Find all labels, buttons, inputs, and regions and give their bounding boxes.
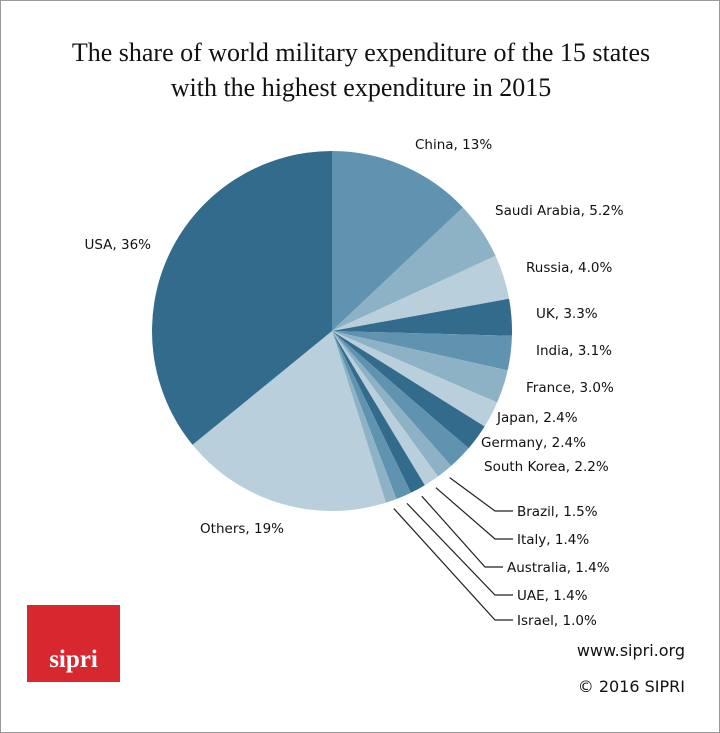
label-australia: Australia, 1.4% bbox=[507, 560, 610, 576]
title-line-1: The share of world military expenditure … bbox=[71, 38, 651, 67]
title-line-2: with the highest expenditure in 2015 bbox=[170, 73, 552, 102]
sipri-logo: sipri bbox=[27, 605, 120, 682]
leader-line-australia bbox=[421, 495, 503, 568]
chart-title: The share of world military expenditure … bbox=[1, 35, 719, 105]
copyright: © 2016 SIPRI bbox=[577, 677, 685, 696]
label-india: India, 3.1% bbox=[536, 343, 612, 359]
slice-france bbox=[332, 331, 508, 403]
leader-line-uae bbox=[406, 502, 513, 596]
leader-line-italy bbox=[435, 487, 513, 540]
slice-japan bbox=[332, 331, 498, 427]
slice-india bbox=[332, 331, 512, 371]
label-germany: Germany, 2.4% bbox=[481, 435, 586, 451]
slice-italy bbox=[332, 331, 438, 486]
slice-saudi-arabia bbox=[332, 207, 496, 331]
label-others: Others, 19% bbox=[200, 521, 284, 537]
slice-israel bbox=[332, 331, 397, 503]
slice-australia bbox=[332, 331, 425, 493]
label-uk: UK, 3.3% bbox=[536, 306, 598, 322]
slice-china bbox=[332, 151, 463, 331]
label-russia: Russia, 4.0% bbox=[526, 260, 612, 276]
label-saudi-arabia: Saudi Arabia, 5.2% bbox=[495, 203, 624, 219]
slice-brazil bbox=[332, 331, 452, 477]
leader-line-israel bbox=[393, 508, 513, 621]
slice-uae bbox=[332, 331, 411, 500]
logo-text: sipri bbox=[49, 646, 98, 673]
label-brazil: Brazil, 1.5% bbox=[517, 504, 598, 520]
label-usa: USA, 36% bbox=[84, 237, 151, 253]
label-uae: UAE, 1.4% bbox=[517, 588, 588, 604]
slice-russia bbox=[332, 255, 510, 331]
slice-uk bbox=[332, 298, 512, 336]
label-china: China, 13% bbox=[415, 137, 492, 153]
label-israel: Israel, 1.0% bbox=[517, 613, 597, 629]
slice-south-korea bbox=[332, 331, 469, 466]
slice-germany bbox=[332, 331, 485, 449]
slice-others bbox=[192, 331, 386, 512]
label-france: France, 3.0% bbox=[526, 380, 614, 396]
label-japan: Japan, 2.4% bbox=[496, 410, 578, 426]
leader-line-brazil bbox=[449, 477, 513, 512]
label-italy: Italy, 1.4% bbox=[517, 532, 589, 548]
website-url[interactable]: www.sipri.org bbox=[576, 641, 685, 660]
slice-usa bbox=[152, 151, 332, 445]
label-south-korea: South Korea, 2.2% bbox=[484, 459, 609, 475]
